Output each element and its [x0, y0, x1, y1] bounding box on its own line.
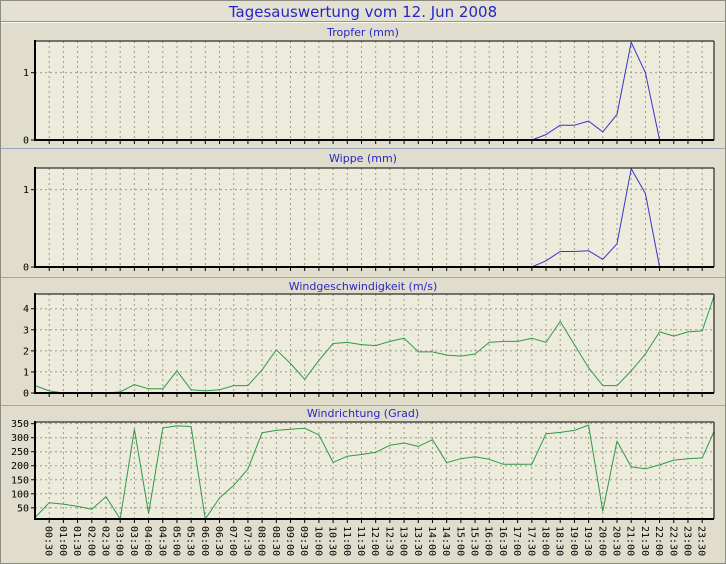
- x-tick-label: 09:30: [298, 526, 309, 556]
- x-tick-label: 05:30: [185, 526, 196, 556]
- plot-background: [35, 168, 714, 267]
- chart-windgeschwindigkeit: 0 1 2 3 4: [23, 293, 715, 400]
- x-tick-label: 06:00: [199, 526, 210, 556]
- x-tick-label: 16:00: [483, 526, 494, 556]
- y-tick-label: 350: [11, 419, 29, 430]
- x-tick-label: 06:30: [213, 526, 224, 556]
- x-tick-label: 02:30: [99, 526, 110, 556]
- plot-background: [35, 41, 714, 140]
- section-divider-2: [1, 277, 725, 278]
- x-tick-label: 23:30: [696, 526, 707, 556]
- x-tick-label: 14:30: [440, 526, 451, 556]
- x-tick-label: 19:00: [568, 526, 579, 556]
- x-tick-label: 00:30: [43, 526, 54, 556]
- x-tick-label: 20:30: [611, 526, 622, 556]
- title-strip: [1, 1, 725, 22]
- chart-title-windgeschwindigkeit: Windgeschwindigkeit (m/s): [288, 280, 438, 293]
- y-tick-label: 1: [23, 185, 29, 196]
- y-tick-label: 0: [23, 389, 29, 400]
- series-line-windrichtung: [34, 424, 715, 520]
- y-tick-label: 100: [11, 489, 29, 500]
- x-tick-label: 16:30: [497, 526, 508, 556]
- x-tick-label: 14:00: [426, 526, 437, 556]
- chart-wippe: 01: [23, 167, 715, 274]
- plot-background: [35, 422, 714, 519]
- x-tick-label: 11:30: [355, 526, 366, 556]
- x-tick-label: 12:00: [369, 526, 380, 556]
- x-tick-label: 18:30: [554, 526, 565, 556]
- x-tick-label: 05:00: [170, 526, 181, 556]
- x-tick-label: 04:00: [142, 526, 153, 556]
- y-tick-label: 250: [11, 447, 29, 458]
- y-tick-label: 200: [11, 461, 29, 472]
- x-tick-label: 21:30: [639, 526, 650, 556]
- y-tick-label: 0: [23, 263, 29, 274]
- series-line-windgeschwindigkeit: [34, 295, 715, 394]
- page-title: Tagesauswertung vom 12. Jun 2008: [228, 3, 498, 21]
- x-tick-label: 19:30: [582, 526, 593, 556]
- x-tick-label: 15:00: [454, 526, 465, 556]
- y-tick-label: 1: [23, 367, 29, 378]
- x-tick-label: 01:30: [71, 526, 82, 556]
- x-tick-label: 12:30: [383, 526, 394, 556]
- x-tick-label: 08:30: [270, 526, 281, 556]
- x-tick-label: 21:00: [625, 526, 636, 556]
- x-tick-label: 07:30: [241, 526, 252, 556]
- chart-title-wippe: Wippe (mm): [329, 152, 397, 165]
- chart-title-windrichtung: Windrichtung (Grad): [306, 407, 420, 420]
- x-tick-label: 13:30: [412, 526, 423, 556]
- x-tick-label: 23:00: [681, 526, 692, 556]
- x-tick-label: 03:00: [114, 526, 125, 556]
- title-strip-highlight: [1, 22, 725, 23]
- chart-tropfer: 01: [23, 40, 715, 147]
- x-tick-label: 17:00: [511, 526, 522, 556]
- y-tick-label: 3: [23, 325, 29, 336]
- x-tick-label: 10:30: [327, 526, 338, 556]
- x-tick-label: 04:30: [156, 526, 167, 556]
- y-tick-label: 4: [23, 304, 29, 315]
- y-tick-label: 50: [17, 503, 29, 514]
- y-tick-label: 300: [11, 433, 29, 444]
- x-tick-label: 11:00: [341, 526, 352, 556]
- y-tick-label: 150: [11, 475, 29, 486]
- chart-windrichtung: 50 100 150 200 250 300 350 00:30 01:00 01:30 02:00…: [11, 419, 715, 556]
- x-tick-label: 22:00: [653, 526, 664, 556]
- x-tick-label: 17:30: [525, 526, 536, 556]
- x-tick-label: 09:00: [284, 526, 295, 556]
- x-tick-label: 03:30: [128, 526, 139, 556]
- x-tick-label: 01:00: [57, 526, 68, 556]
- x-tick-label: 10:00: [312, 526, 323, 556]
- x-tick-label: 18:00: [540, 526, 551, 556]
- section-divider-3: [1, 405, 725, 406]
- y-tick-label: 0: [23, 136, 29, 147]
- y-tick-label: 2: [23, 346, 29, 357]
- x-tick-label: 22:30: [667, 526, 678, 556]
- y-tick-label: 1: [23, 68, 29, 79]
- x-tick-label: 08:00: [256, 526, 267, 556]
- section-divider-1: [1, 148, 725, 149]
- chart-title-tropfer: Tropfer (mm): [327, 26, 399, 39]
- x-tick-label: 20:00: [596, 526, 607, 556]
- x-tick-label: 07:00: [227, 526, 238, 556]
- x-tick-label: 15:30: [469, 526, 480, 556]
- x-tick-label: 02:00: [85, 526, 96, 556]
- x-tick-label: 13:00: [398, 526, 409, 556]
